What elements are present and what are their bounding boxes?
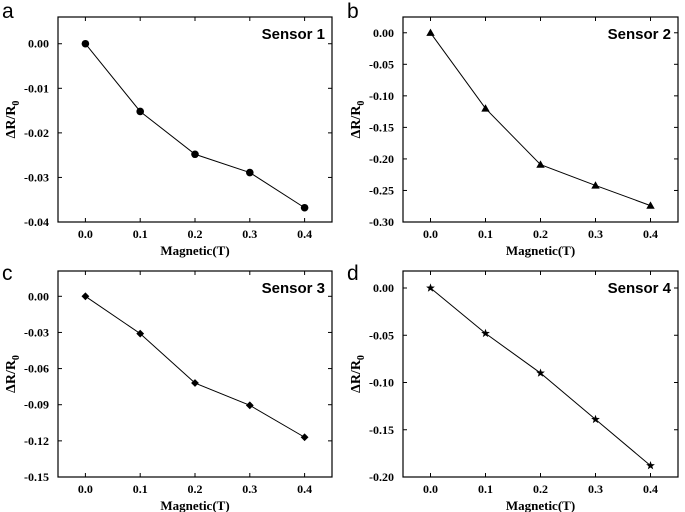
y-tick-label: -0.03 [24,325,49,339]
x-tick-label: 0.2 [533,482,548,496]
y-tick-label: -0.05 [369,328,394,342]
y-axis-label: ΔR/R0 [4,355,22,393]
y-tick-label: -0.06 [24,362,49,376]
data-point [246,168,254,177]
chart-title: Sensor 1 [262,26,325,43]
chart-title: Sensor 3 [262,280,325,297]
plot-frame [57,270,333,478]
x-tick-label: 0.3 [242,482,257,496]
series-line [85,295,305,438]
data-point [481,328,490,338]
y-tick-label: 0.00 [28,37,49,51]
chart-panel-d: d Sensor 4 0.0 0.1 0.2 0.3 0.4 0.00 -0.05 -0.10 -0… [347,262,679,512]
x-tick-label: 0.1 [133,227,148,241]
data-point [646,461,655,470]
x-tick-label: 0.4 [643,227,658,241]
data-point [300,433,309,442]
data-point [646,201,655,209]
y-axis-label-subscript: 0 [356,101,367,106]
y-tick-label: 0.00 [373,281,394,295]
x-tick-label: 0.0 [423,227,438,241]
chart-title: Sensor 4 [608,280,672,297]
x-tick-label: 0.0 [78,227,93,241]
y-axis-label: ΔR/R0 [4,101,22,139]
data-point [191,379,199,387]
x-axis-label: Magnetic(T) [506,243,575,258]
data-point [536,160,545,168]
y-tick-label: -0.15 [24,470,49,484]
y-tick-label: -0.09 [24,398,49,412]
data-point [136,107,144,116]
x-tick-label: 0.2 [188,227,203,241]
data-point [426,283,435,292]
y-tick-label: -0.05 [369,57,394,71]
y-tick-label: 0.00 [28,289,49,303]
data-point [245,401,254,410]
x-tick-label: 0.4 [297,482,312,496]
y-tick-label: -0.02 [24,126,49,140]
data-point [191,150,199,159]
panel-letter: b [347,0,359,23]
series-line [85,43,305,209]
y-tick-label: -0.15 [369,120,394,134]
y-tick-label: -0.10 [369,89,394,103]
y-axis-label-subscript: 0 [11,101,22,106]
y-tick-label: 0.00 [373,26,394,40]
chart-panel-a: a Sensor 1 0.0 0.1 0.2 0.3 0.4 0.00 -0.01 -0.02 -0… [2,0,333,258]
y-axis-label-subscript: 0 [356,355,367,360]
series-line [430,287,651,467]
y-axis-label-subscript: 0 [11,355,22,360]
y-tick-label: -0.20 [369,152,394,166]
y-axis-label-main: ΔR/R [4,359,19,393]
data-point [591,414,600,424]
x-tick-label: 0.1 [133,482,148,496]
y-tick-label: -0.10 [369,376,394,390]
y-tick-label: -0.15 [369,423,394,437]
x-tick-label: 0.1 [478,482,493,496]
chart-title: Sensor 2 [608,26,671,43]
x-tick-label: 0.2 [188,482,203,496]
data-point [81,39,90,48]
x-axis-label: Magnetic(T) [160,498,229,512]
x-tick-label: 0.0 [423,482,438,496]
x-axis-label: Magnetic(T) [160,243,229,258]
y-axis-label-main: ΔR/R [349,359,364,393]
y-axis-label-main: ΔR/R [349,105,364,139]
x-tick-label: 0.3 [242,227,257,241]
data-point [426,28,435,36]
data-point [536,368,545,377]
y-axis-label: ΔR/R0 [349,355,367,393]
y-tick-label: -0.20 [369,470,394,484]
y-axis-label: ΔR/R0 [349,101,367,139]
y-tick-label: -0.03 [24,170,49,184]
series-line [430,32,651,207]
plot-frame [402,16,679,223]
chart-panel-c: c Sensor 3 0.0 0.1 0.2 0.3 0.4 0.00 -0.03 -0.06 -0… [2,262,333,512]
x-axis-label: Magnetic(T) [506,498,575,512]
x-tick-label: 0.0 [78,482,93,496]
chart-panel-b: b Sensor 2 0.0 0.1 0.2 0.3 0.4 0.00 -0.05 -0.10 -0… [347,0,679,258]
y-tick-label: -0.25 [369,183,394,197]
data-point [591,181,600,189]
data-point [136,329,145,338]
panel-letter: c [2,262,13,285]
x-tick-label: 0.3 [588,482,603,496]
y-tick-label: -0.04 [24,215,49,229]
y-tick-label: -0.30 [369,215,394,229]
y-tick-label: -0.01 [24,81,49,95]
x-tick-label: 0.3 [588,227,603,241]
y-axis-label-main: ΔR/R [4,105,19,139]
data-point [81,292,90,301]
y-tick-label: -0.12 [24,434,49,448]
panel-letter: d [347,262,359,285]
plot-frame [57,16,333,223]
data-point [300,203,309,212]
x-tick-label: 0.4 [643,482,658,496]
x-tick-label: 0.2 [533,227,548,241]
data-point [481,104,490,112]
x-tick-label: 0.4 [297,227,312,241]
x-tick-label: 0.1 [478,227,493,241]
panel-letter: a [2,0,14,23]
